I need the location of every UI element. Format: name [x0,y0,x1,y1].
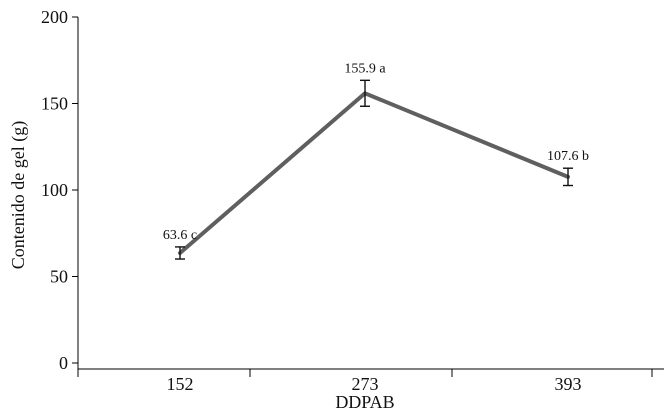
y-tick-label: 150 [41,94,68,114]
error-bar [360,79,370,107]
data-label: 107.6 b [547,149,589,164]
y-tick-label: 100 [41,180,68,200]
series-layer: 63.6 c 155.9 a 107.6 b [163,61,589,260]
x-ticks: 152 273 393 [77,369,653,394]
x-axis-title: DDPAB [335,392,394,412]
y-tick-label: 50 [50,267,68,287]
error-bar [563,167,573,187]
y-ticks: 0 50 100 150 200 [41,7,78,373]
y-tick-label: 200 [41,7,68,27]
error-bar [175,246,185,260]
data-label: 155.9 a [344,61,386,76]
x-tick-label: 273 [352,374,379,394]
data-label: 63.6 c [163,228,197,243]
series-line [178,91,570,255]
x-tick-label: 393 [555,374,582,394]
y-axis-title: Contenido de gel (g) [8,121,29,269]
x-tick-label: 152 [167,374,194,394]
y-tick-label: 0 [59,353,68,373]
